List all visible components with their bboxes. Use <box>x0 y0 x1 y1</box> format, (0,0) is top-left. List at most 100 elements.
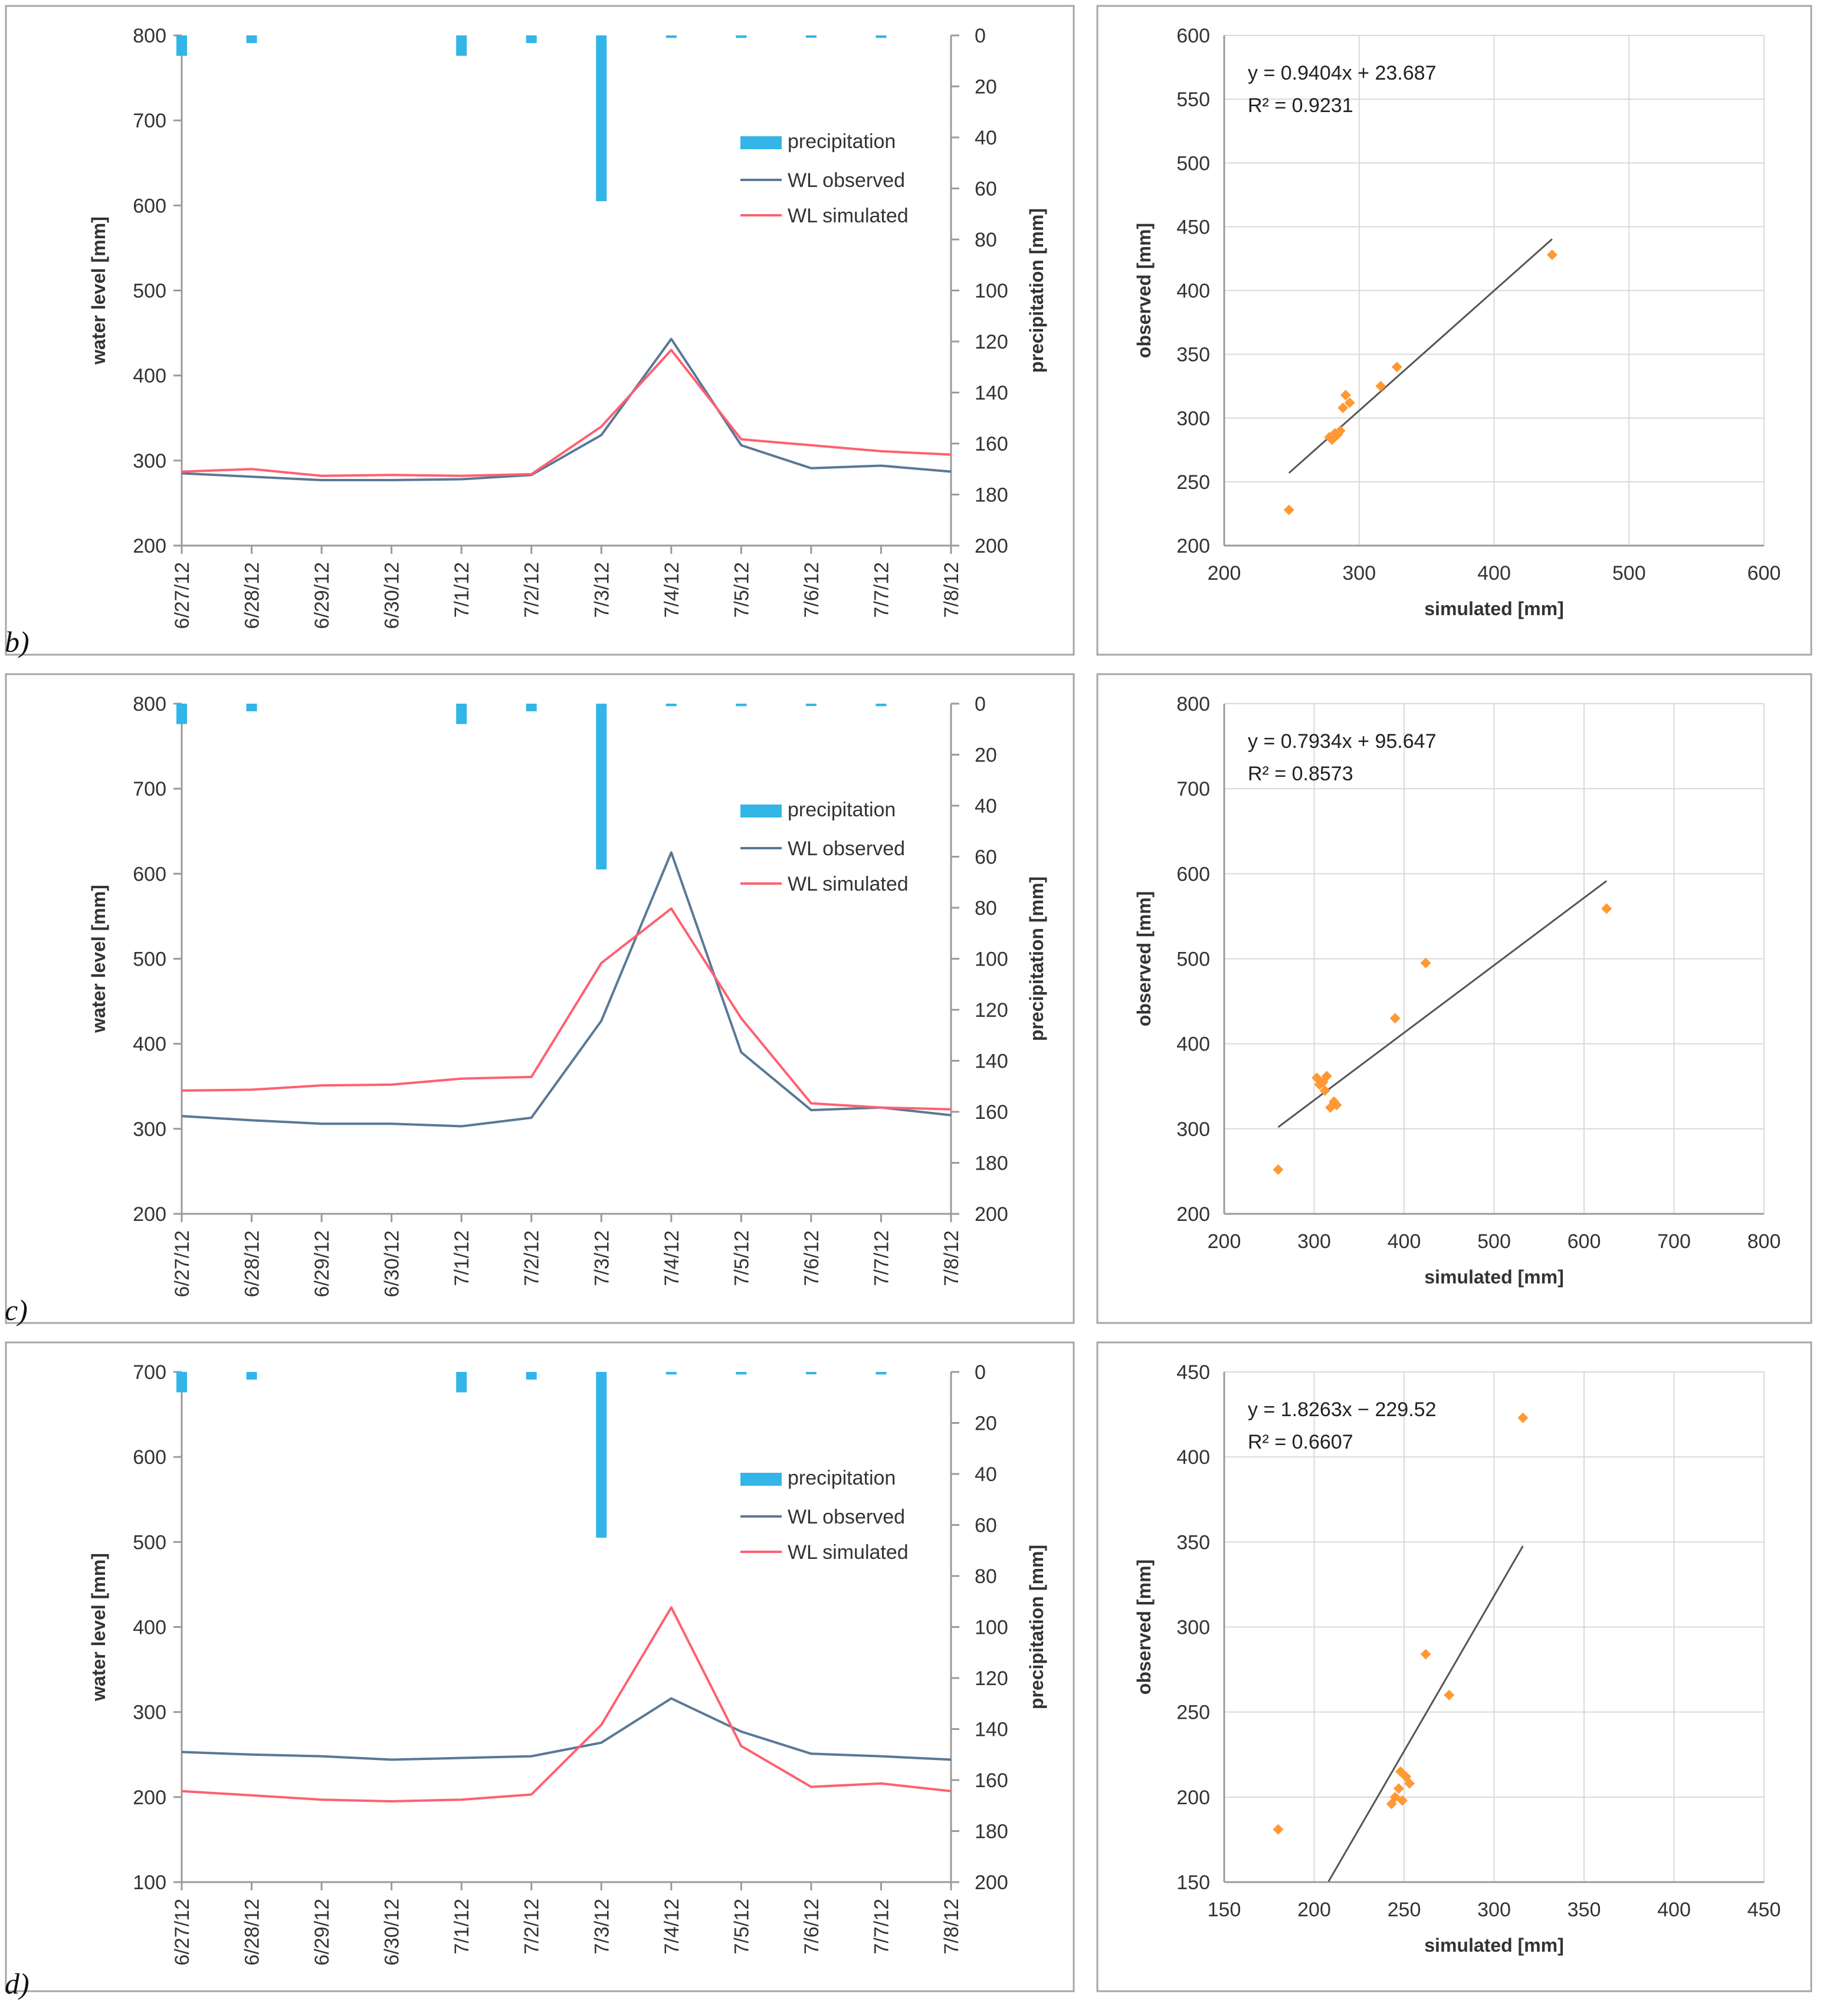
legend-simulated-label: WL simulated <box>788 1541 909 1564</box>
y-axis-title: water level [mm] <box>88 885 109 1033</box>
y-tick-label: 450 <box>1176 216 1210 238</box>
scatter-point <box>1389 1013 1401 1024</box>
scatter-point <box>1517 1412 1529 1423</box>
precipitation-bar <box>876 35 887 38</box>
x-tick-label: 6/28/12 <box>241 1230 264 1297</box>
x-tick-label: 7/4/12 <box>661 1230 683 1286</box>
x-tick-label: 7/7/12 <box>870 1230 893 1286</box>
x-tick-label: 7/6/12 <box>801 1899 823 1955</box>
timeseries-panel-c-timeseries: 200 300 400 500 600 700 800 0 20 40 60 80 100 120 140 1… <box>5 673 1075 1327</box>
x-tick-label: 7/5/12 <box>730 1899 753 1955</box>
y-tick-label: 300 <box>133 1118 166 1141</box>
legend-observed-label: WL observed <box>788 838 905 860</box>
panel-frame <box>1096 1341 1812 1992</box>
y-tick-label: 800 <box>133 25 166 47</box>
x-tick-label: 7/5/12 <box>730 1230 753 1286</box>
legend-precipitation-label: precipitation <box>788 799 896 821</box>
y-tick-label: 800 <box>133 693 166 715</box>
y2-tick-label: 80 <box>975 1565 997 1588</box>
x-tick-label: 400 <box>1477 562 1511 585</box>
x-tick-label: 6/27/12 <box>171 1230 194 1297</box>
timeseries-panel-d-timeseries: 100 200 300 400 500 600 700 0 20 40 60 80 100 120 140 1… <box>5 1341 1075 2000</box>
precipitation-bar <box>246 1372 257 1380</box>
y-tick-label: 200 <box>133 1787 166 1809</box>
precipitation-bar <box>456 704 467 724</box>
y2-tick-label: 20 <box>975 744 997 767</box>
y2-tick-label: 80 <box>975 897 997 920</box>
y-tick-label: 200 <box>1176 535 1210 557</box>
y-tick-label: 600 <box>133 863 166 885</box>
y2-axis-title: precipitation [mm] <box>1026 1545 1047 1709</box>
y2-tick-label: 0 <box>975 693 986 715</box>
y-tick-label: 600 <box>133 195 166 217</box>
x-tick-label: 7/7/12 <box>870 1899 893 1955</box>
y-tick-label: 200 <box>133 535 166 557</box>
x-tick-label: 250 <box>1388 1899 1421 1921</box>
y-tick-label: 400 <box>1176 1446 1210 1469</box>
y2-tick-label: 180 <box>975 1821 1008 1843</box>
y2-tick-label: 20 <box>975 76 997 98</box>
y-tick-label: 300 <box>133 1702 166 1724</box>
y2-tick-label: 100 <box>975 948 1008 971</box>
y-tick-label: 250 <box>1176 471 1210 494</box>
scatter-point <box>1321 1071 1332 1082</box>
precipitation-bar <box>736 35 747 38</box>
y2-tick-label: 180 <box>975 484 1008 507</box>
scatter-point <box>1396 1795 1408 1806</box>
y2-tick-label: 60 <box>975 846 997 869</box>
x-tick-label: 7/6/12 <box>801 562 823 618</box>
y-tick-label: 300 <box>133 450 166 472</box>
legend-precipitation-swatch <box>740 136 782 149</box>
legend-precipitation-swatch <box>740 1473 782 1486</box>
y-axis-title: observed [mm] <box>1133 1559 1155 1695</box>
y2-tick-label: 160 <box>975 433 1008 455</box>
precipitation-bar <box>736 1372 747 1375</box>
y-tick-label: 200 <box>1176 1203 1210 1226</box>
panel-frame <box>5 5 1075 656</box>
y2-tick-label: 140 <box>975 1050 1008 1073</box>
y-tick-label: 300 <box>1176 1617 1210 1639</box>
y2-tick-label: 120 <box>975 331 1008 353</box>
panel-frame <box>5 673 1075 1324</box>
legend-observed-label: WL observed <box>788 169 905 192</box>
y-tick-label: 700 <box>133 110 166 132</box>
x-tick-label: 400 <box>1388 1230 1421 1253</box>
x-tick-label: 600 <box>1747 562 1781 585</box>
y2-tick-label: 40 <box>975 127 997 149</box>
y-tick-label: 150 <box>1176 1871 1210 1894</box>
y2-tick-label: 20 <box>975 1413 997 1435</box>
scatter-point <box>1391 362 1402 373</box>
x-tick-label: 200 <box>1208 562 1241 585</box>
x-tick-label: 6/27/12 <box>171 562 194 629</box>
scatter-panel-d-scatter: 150 200 250 300 350 400 450 150 200 250 300 350 400 4… <box>1096 1341 1812 1992</box>
y-tick-label: 400 <box>133 365 166 388</box>
x-tick-label: 7/8/12 <box>940 1899 963 1955</box>
legend-precipitation-swatch <box>740 805 782 817</box>
simulated-line <box>181 349 952 477</box>
y-axis-title: observed [mm] <box>1133 891 1155 1026</box>
scatter-point <box>1601 903 1612 914</box>
x-tick-label: 7/3/12 <box>591 562 613 618</box>
scatter-point <box>1420 1649 1431 1660</box>
precipitation-bar <box>176 704 187 724</box>
r-squared: R² = 0.9231 <box>1248 94 1353 117</box>
trend-line <box>1327 1545 1524 1882</box>
x-tick-label: 6/29/12 <box>311 562 333 629</box>
x-tick-label: 200 <box>1297 1899 1331 1921</box>
panel-label: d) <box>5 1967 29 2000</box>
y2-tick-label: 40 <box>975 1463 997 1486</box>
precipitation-bar <box>176 1372 187 1393</box>
x-tick-label: 7/1/12 <box>451 562 473 618</box>
y2-tick-label: 120 <box>975 1667 1008 1690</box>
y2-tick-label: 160 <box>975 1101 1008 1124</box>
x-tick-label: 300 <box>1297 1230 1331 1253</box>
panel-frame <box>1096 5 1812 656</box>
x-tick-label: 7/4/12 <box>661 562 683 618</box>
scatter-point <box>1283 504 1294 516</box>
precipitation-bar <box>176 35 187 56</box>
precipitation-bar <box>526 35 537 43</box>
x-tick-label: 150 <box>1208 1899 1241 1921</box>
y-axis-title: water level [mm] <box>88 216 109 365</box>
x-tick-label: 7/6/12 <box>801 1230 823 1286</box>
